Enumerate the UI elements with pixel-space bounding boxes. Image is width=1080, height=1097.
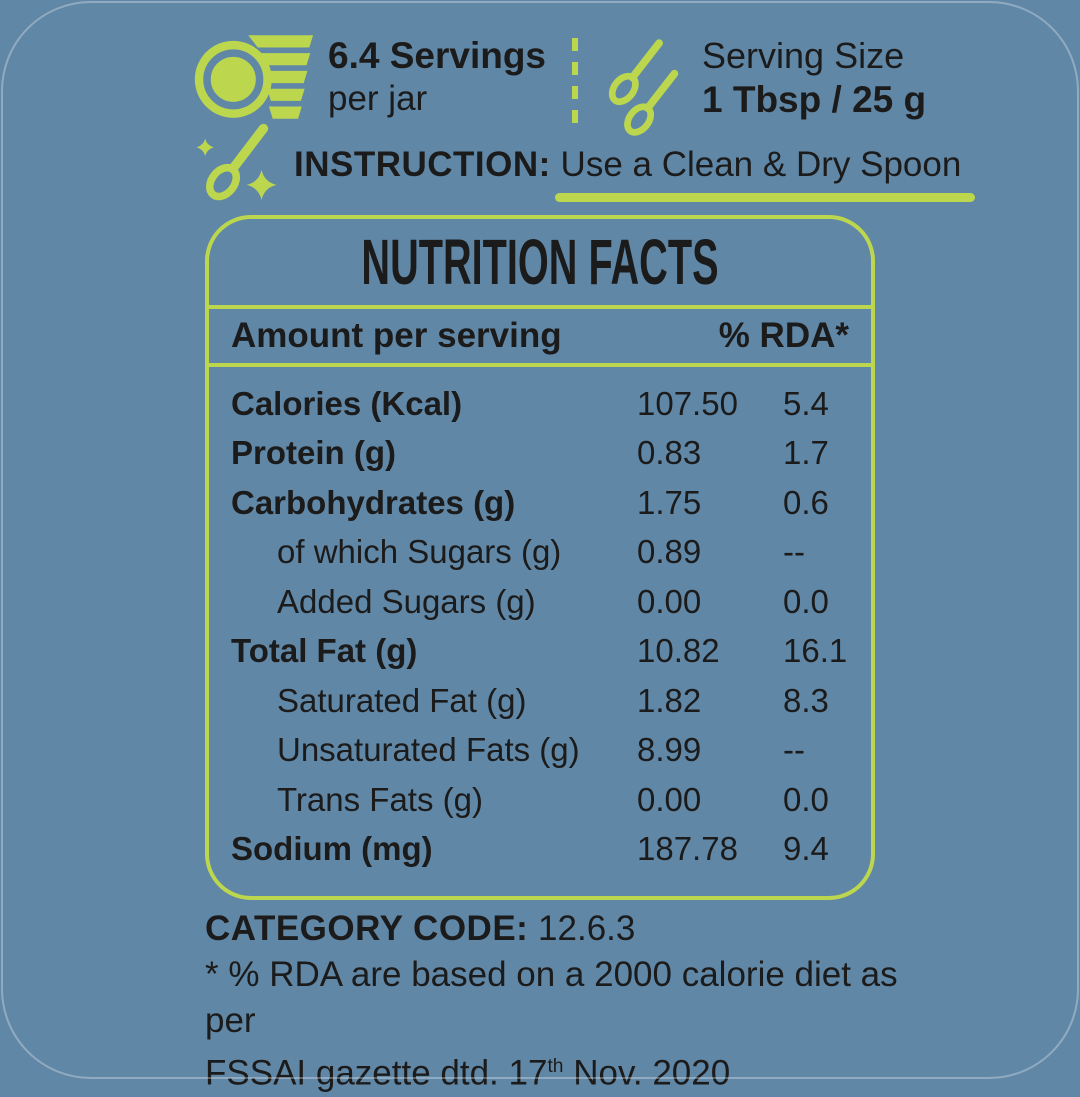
serving-size-text: Serving Size 1 Tbsp / 25 g <box>702 34 926 122</box>
row-rda: 1.7 <box>783 434 829 472</box>
instruction-row: INSTRUCTION: Use a Clean & Dry Spoon <box>192 122 961 218</box>
category-code-line: CATEGORY CODE: 12.6.3 <box>205 906 925 952</box>
dotted-divider <box>572 38 578 124</box>
row-value: 0.89 <box>637 533 702 571</box>
nutrition-facts-title: NUTRITION FACTS <box>361 226 719 298</box>
footer-notes: CATEGORY CODE: 12.6.3 * % RDA are based … <box>205 906 925 1097</box>
row-label: Carbohydrates (g) <box>231 483 516 521</box>
row-value: 187.78 <box>637 830 738 868</box>
table-row: Saturated Fat (g) 1.82 8.3 <box>231 676 849 726</box>
servings-label: per jar <box>328 79 428 118</box>
table-row: Unsaturated Fats (g) 8.99 -- <box>231 726 849 776</box>
row-label: Protein (g) <box>231 434 396 472</box>
serving-size-label: Serving Size <box>702 35 905 76</box>
serving-size-value: 1 Tbsp / 25 g <box>702 79 927 120</box>
row-value: 0.83 <box>637 434 702 472</box>
row-label: Sodium (mg) <box>231 830 433 868</box>
table-row: Sodium (mg) 187.78 9.4 <box>231 825 849 875</box>
row-label: Trans Fats (g) <box>277 780 483 818</box>
row-rda: 0.6 <box>783 483 829 521</box>
row-rda: 0.0 <box>783 582 829 620</box>
row-value: 1.82 <box>637 681 702 719</box>
row-value: 107.50 <box>637 384 738 422</box>
row-rda: -- <box>783 731 805 769</box>
row-label: Added Sugars (g) <box>277 582 536 620</box>
column-rda: % RDA* <box>718 316 849 355</box>
spoons-icon <box>598 34 684 147</box>
row-label: Total Fat (g) <box>231 632 418 670</box>
table-row: of which Sugars (g) 0.89 -- <box>231 528 849 578</box>
table-row: Carbohydrates (g) 1.75 0.6 <box>231 478 849 528</box>
column-amount-per-serving: Amount per serving <box>231 316 562 355</box>
row-value: 0.00 <box>637 582 702 620</box>
servings-value: 6.4 Servings <box>328 35 547 76</box>
row-rda: 0.0 <box>783 780 829 818</box>
row-rda: 8.3 <box>783 681 829 719</box>
plates-stack-icon <box>192 30 314 124</box>
table-row: Calories (Kcal) 107.50 5.4 <box>231 379 849 429</box>
row-rda: 16.1 <box>783 632 848 670</box>
row-rda: 9.4 <box>783 830 829 868</box>
row-label: Calories (Kcal) <box>231 384 463 422</box>
category-code-value: 12.6.3 <box>528 909 636 948</box>
table-row: Trans Fats (g) 0.00 0.0 <box>231 775 849 825</box>
nutrition-facts-box: NUTRITION FACTS Amount per serving % RDA… <box>205 215 875 900</box>
row-label: of which Sugars (g) <box>277 533 562 571</box>
rda-note-line1: * % RDA are based on a 2000 calorie diet… <box>205 955 898 1040</box>
row-value: 8.99 <box>637 731 702 769</box>
instruction-label: INSTRUCTION: <box>294 145 551 184</box>
row-value: 10.82 <box>637 632 720 670</box>
table-row: Protein (g) 0.83 1.7 <box>231 429 849 479</box>
table-row: Total Fat (g) 10.82 16.1 <box>231 627 849 677</box>
servings-text: 6.4 Servings per jar <box>328 34 546 120</box>
instruction-value: Use a Clean & Dry Spoon <box>560 145 962 184</box>
table-row: Added Sugars (g) 0.00 0.0 <box>231 577 849 627</box>
row-rda: 5.4 <box>783 384 829 422</box>
nutrition-table-header: Amount per serving % RDA* <box>209 305 871 367</box>
row-label: Saturated Fat (g) <box>277 681 527 719</box>
servings-per-jar-block: 6.4 Servings per jar <box>192 30 546 124</box>
row-value: 0.00 <box>637 780 702 818</box>
spoon-sparkle-icon <box>192 121 286 220</box>
serving-size-block: Serving Size 1 Tbsp / 25 g <box>598 34 926 147</box>
rda-note-line2: FSSAI gazette dtd. 17th Nov. 2020 <box>205 1053 731 1093</box>
category-code-label: CATEGORY CODE: <box>205 909 529 948</box>
row-value: 1.75 <box>637 483 702 521</box>
row-rda: -- <box>783 533 805 571</box>
nutrition-rows: Calories (Kcal) 107.50 5.4 Protein (g) 0… <box>209 367 871 874</box>
instruction-text: INSTRUCTION: Use a Clean & Dry Spoon <box>294 145 961 195</box>
row-label: Unsaturated Fats (g) <box>277 731 580 769</box>
